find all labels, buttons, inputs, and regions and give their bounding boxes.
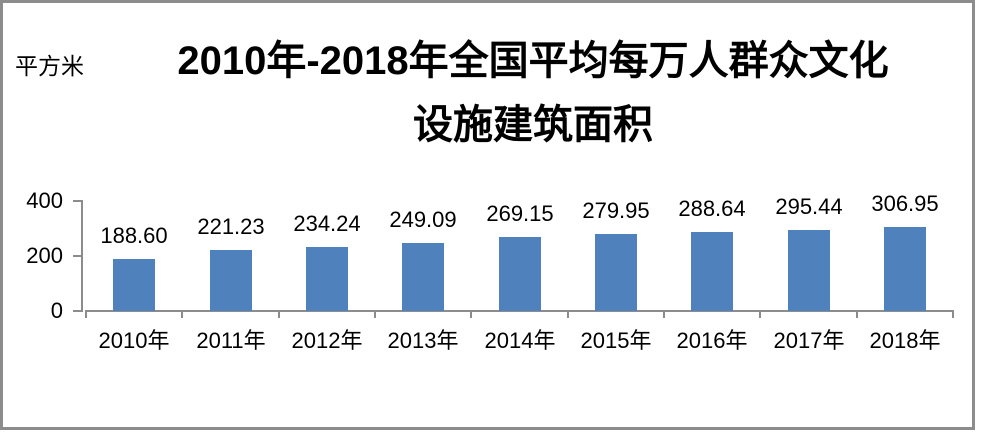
y-axis-tick-label: 0 [50, 298, 63, 323]
bar [595, 234, 637, 311]
x-axis-category-label: 2018年 [869, 328, 941, 353]
x-axis-tick [181, 311, 184, 318]
bar [691, 232, 733, 311]
bar-data-label: 234.24 [293, 211, 361, 236]
chart-title-line-2: 设施建筑面积 [413, 103, 653, 147]
x-axis-line [85, 310, 954, 312]
x-axis-category-label: 2011年 [196, 328, 266, 353]
bar-data-label: 188.60 [100, 223, 168, 248]
x-axis-tick [277, 311, 280, 318]
bar [499, 237, 541, 311]
x-axis-tick [85, 311, 87, 318]
x-axis-tick [759, 311, 762, 318]
y-axis-tick-label: 200 [26, 243, 63, 268]
y-axis-tick [73, 255, 83, 257]
y-axis-tick [73, 200, 83, 202]
bar-data-label: 221.23 [197, 214, 265, 239]
x-axis-category-label: 2010年 [98, 328, 170, 353]
x-axis-category-label: 2014年 [484, 328, 556, 353]
x-axis-tick [663, 311, 665, 318]
x-axis-tick [952, 311, 954, 318]
chart-title: 2010年-2018年全国平均每万人群众文化 设施建筑面积 [103, 29, 963, 157]
x-axis-category-label: 2012年 [291, 328, 363, 353]
x-axis-category-label: 2016年 [676, 328, 748, 353]
bar [210, 250, 252, 311]
bar [306, 247, 348, 311]
bar [884, 227, 926, 311]
bar [113, 259, 155, 311]
bar-data-label: 295.44 [775, 194, 843, 219]
plot-area: 0 200 400 188.60 2010年 221.23 2011年 234.24 2012年… [3, 3, 972, 427]
x-axis-tick [470, 311, 473, 318]
x-axis-category-label: 2013年 [387, 328, 459, 353]
bar-data-label: 269.15 [486, 201, 554, 226]
y-axis-tick-label: 400 [26, 188, 63, 213]
bar-data-label: 288.64 [678, 196, 746, 221]
bar-data-label: 249.09 [389, 207, 457, 232]
x-axis-tick [374, 311, 376, 318]
x-axis-category-label: 2017年 [773, 328, 845, 353]
y-axis-unit-label: 平方米 [15, 53, 84, 79]
x-axis-tick [855, 311, 858, 318]
x-axis-category-label: 2015年 [580, 328, 652, 353]
bar-data-label: 306.95 [871, 191, 939, 216]
y-axis-tick [73, 310, 83, 312]
bar-data-label: 279.95 [582, 198, 650, 223]
chart-title-line-1: 2010年-2018年全国平均每万人群众文化 [177, 39, 889, 83]
bar [788, 230, 830, 311]
x-axis-tick [566, 311, 569, 318]
bar [402, 243, 444, 311]
